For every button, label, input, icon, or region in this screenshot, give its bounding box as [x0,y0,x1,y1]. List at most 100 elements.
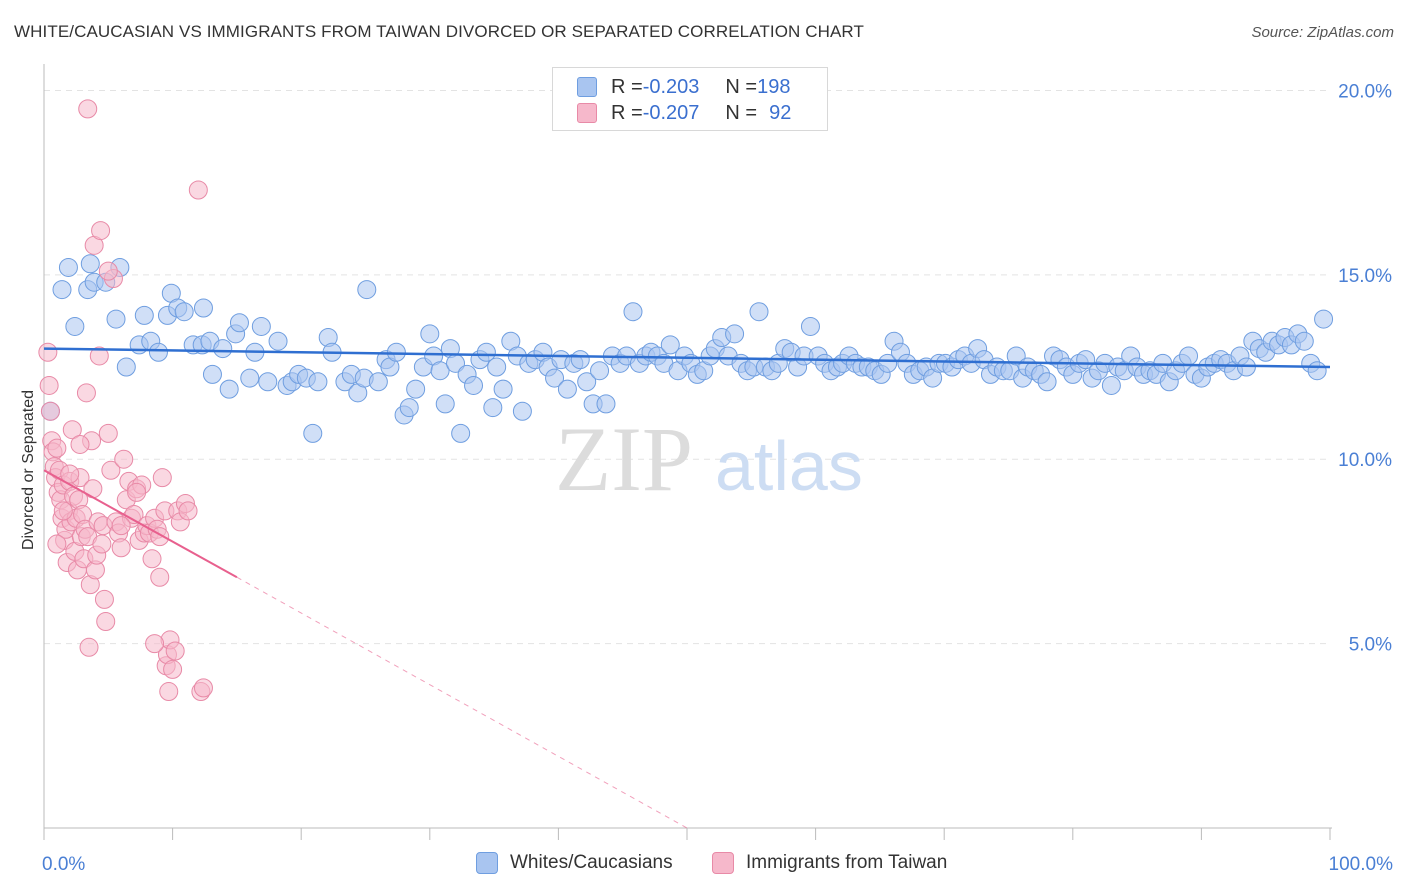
whites-point [430,361,450,381]
whites-point [596,394,616,414]
whites-point [58,257,78,277]
taiwan-swatch [577,103,597,123]
whites-swatch [577,77,597,97]
whites-point [590,361,610,381]
watermark-atlas: atlas [715,427,863,505]
x-tick-labels: 0.0% 100.0% [42,854,1393,875]
watermark: ZIP atlas [555,408,863,510]
y-tick-label: 15.0% [1338,266,1392,287]
taiwan-point [165,641,185,661]
n-label: N = [725,101,758,124]
taiwan-point [47,534,67,554]
n-label: N = [725,75,758,98]
y-tick-label: 20.0% [1338,81,1392,102]
stats-row-whites: R = -0.203 N = 198 [577,75,790,99]
x-tick-label: 100.0% [1329,854,1394,875]
whites-point [134,305,154,325]
whites-point [213,339,233,359]
whites-point [116,357,136,377]
whites-point [1294,331,1314,351]
taiwan-point [163,659,183,679]
whites-point [202,364,222,384]
whites-point [476,342,496,362]
taiwan-point [62,420,82,440]
source-label: Source: ZipAtlas.com [1251,24,1394,41]
taiwan-point [79,637,99,657]
whites-trend-line [43,347,1331,369]
whites-point [399,398,419,418]
whites-point [545,368,565,388]
legend-item-taiwan[interactable]: Immigrants from Taiwan [712,852,947,874]
whites-point [368,372,388,392]
whites-point [435,394,455,414]
taiwan-point [40,401,60,421]
whites-point [258,372,278,392]
taiwan-point [91,221,111,241]
taiwan-point [145,634,165,654]
taiwan-point [159,682,179,702]
whites-point [308,372,328,392]
taiwan-point [78,99,98,119]
r-value: -0.203 [642,75,700,98]
whites-point [1101,375,1121,395]
whites-point [174,302,194,322]
taiwan-point [39,375,59,395]
whites-point [406,379,426,399]
whites-point [106,309,126,329]
whites-point [725,324,745,344]
whites-point [1314,309,1334,329]
whites-point [878,353,898,373]
whites-point [1179,346,1199,366]
whites-point [52,280,72,300]
whites-point [1006,346,1026,366]
taiwan-point [150,567,170,587]
x-tick-label: 0.0% [42,854,85,875]
whites-point [1037,372,1057,392]
whites-point [623,302,643,322]
taiwan-point [193,678,213,698]
r-value: -0.207 [642,101,700,124]
whites-point [229,313,249,333]
legend-label-whites: Whites/Caucasians [510,852,673,873]
series-legend: Whites/Caucasians Immigrants from Taiwan [0,852,1406,878]
whites-point [451,423,471,443]
whites-point [464,375,484,395]
gridlines [44,89,1330,645]
whites-point [219,379,239,399]
taiwan-point [101,460,121,480]
whites-point [193,298,213,318]
whites-legend-swatch [476,852,498,874]
series-whites [40,254,1334,443]
y-tick-label: 10.0% [1338,450,1392,471]
taiwan-point [152,468,172,488]
legend-item-whites[interactable]: Whites/Caucasians [476,852,673,874]
taiwan-point [94,589,114,609]
taiwan-point [47,438,67,458]
whites-point [483,398,503,418]
series-taiwan [38,99,213,702]
chart-title: WHITE/CAUCASIAN VS IMMIGRANTS FROM TAIWA… [14,22,864,41]
whites-point [660,335,680,355]
taiwan-point [92,534,112,554]
whites-point [240,368,260,388]
n-value: 92 [769,101,792,124]
taiwan-point [38,342,58,362]
taiwan-trend-line [43,469,238,579]
whites-point [487,357,507,377]
trend-lines [43,347,1331,829]
taiwan-point [188,180,208,200]
stats-legend: R = -0.203 N = 198 R = -0.207 N = 92 [552,67,828,131]
taiwan-point [114,449,134,469]
taiwan-point [60,464,80,484]
whites-point [251,316,271,336]
y-tick-labels: 5.0% 10.0% 15.0% 20.0% [1338,81,1392,655]
whites-point [570,350,590,370]
taiwan-point [142,549,162,569]
whites-point [420,324,440,344]
whites-point [303,423,323,443]
legend-label-taiwan: Immigrants from Taiwan [746,852,948,873]
taiwan-legend-swatch [712,852,734,874]
whites-point [1307,361,1327,381]
taiwan-point [178,501,198,521]
whites-point [512,401,532,421]
